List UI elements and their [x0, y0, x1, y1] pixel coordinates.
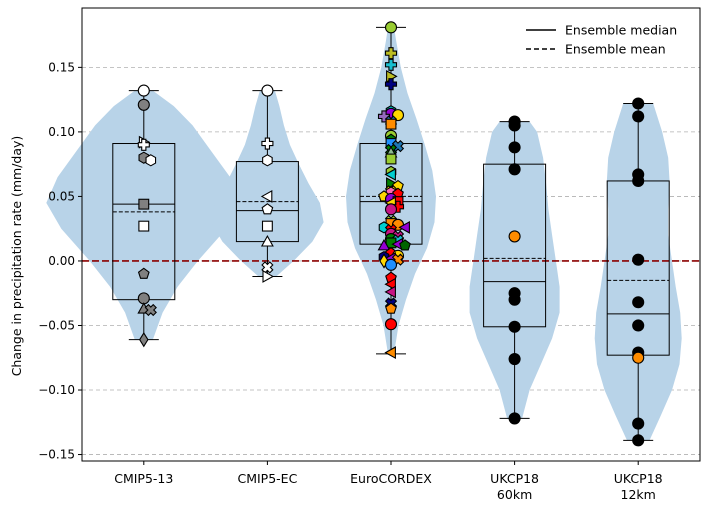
y-tick-label: −0.15 — [38, 448, 75, 462]
violin — [211, 90, 324, 277]
data-point — [384, 285, 396, 299]
data-point — [385, 302, 397, 314]
data-point — [384, 277, 396, 291]
y-tick-label: −0.05 — [38, 318, 75, 332]
data-point — [398, 220, 410, 234]
data-point — [384, 21, 398, 34]
data-point — [138, 198, 150, 210]
data-point — [384, 47, 398, 60]
y-tick-label: −0.10 — [38, 383, 75, 397]
legend-label: Ensemble median — [565, 23, 677, 38]
data-point — [145, 154, 157, 167]
data-point — [508, 352, 521, 366]
x-tick-label: CMIP5-EC — [237, 471, 297, 486]
data-point — [508, 141, 521, 154]
data-point — [144, 303, 157, 317]
data-point — [137, 138, 150, 151]
data-point — [632, 417, 645, 430]
data-point — [260, 234, 274, 247]
x-tick-label: 12km — [621, 487, 656, 502]
data-point — [261, 137, 274, 150]
data-point — [508, 230, 521, 243]
x-tick-label: CMIP5-13 — [114, 471, 173, 486]
y-tick-label: 0.05 — [48, 189, 75, 203]
data-point — [262, 154, 273, 167]
y-tick-label: 0.15 — [48, 60, 75, 74]
data-point — [137, 84, 150, 97]
data-point — [262, 270, 275, 283]
data-point — [632, 434, 645, 447]
violins — [46, 27, 682, 441]
y-tick-label: 0.10 — [48, 125, 75, 139]
data-point — [261, 220, 273, 232]
x-tick-label: UKCP18 — [490, 471, 539, 486]
data-point — [632, 97, 645, 110]
ensemble-member-points — [137, 21, 645, 447]
data-point — [399, 239, 411, 251]
data-point — [377, 238, 391, 251]
data-point — [137, 98, 150, 111]
data-point — [508, 163, 521, 176]
data-point — [138, 220, 150, 232]
violin — [469, 121, 560, 419]
data-point — [261, 84, 274, 97]
legend-label: Ensemble mean — [565, 42, 666, 57]
data-point — [260, 189, 273, 203]
x-axis: CMIP5-13 CMIP5-EC EuroCORDEX UKCP1860kmUKCP… — [114, 461, 663, 502]
data-point — [384, 258, 398, 271]
x-tick-label: EuroCORDEX — [350, 471, 432, 486]
data-point — [632, 174, 645, 187]
data-point — [384, 168, 396, 181]
y-axis-label: Change in precipitation rate (mm/day) — [9, 136, 24, 377]
data-point — [261, 203, 274, 215]
data-point — [137, 267, 150, 279]
data-point — [632, 110, 645, 123]
data-point — [385, 118, 397, 130]
data-point — [508, 293, 521, 306]
data-point — [139, 332, 149, 348]
x-tick-label: 60km — [497, 487, 532, 502]
data-point — [384, 318, 398, 331]
x-tick-label: UKCP18 — [614, 471, 663, 486]
data-point — [508, 320, 521, 333]
y-tick-label: 0.00 — [48, 254, 75, 268]
data-point — [508, 412, 521, 425]
y-axis: −0.15 −0.10 −0.05 0.00 0.05 0.10 0.15 — [38, 60, 82, 462]
data-point — [632, 296, 645, 309]
data-point — [632, 351, 645, 364]
data-point — [384, 346, 396, 360]
data-point — [632, 319, 645, 332]
data-point — [384, 78, 398, 91]
violin — [46, 90, 242, 340]
data-point — [385, 153, 397, 165]
violin — [594, 103, 682, 441]
data-point — [632, 253, 645, 266]
data-point — [508, 119, 521, 132]
legend: Ensemble median Ensemble mean — [526, 23, 677, 57]
data-point — [384, 58, 398, 71]
data-point — [384, 203, 398, 216]
